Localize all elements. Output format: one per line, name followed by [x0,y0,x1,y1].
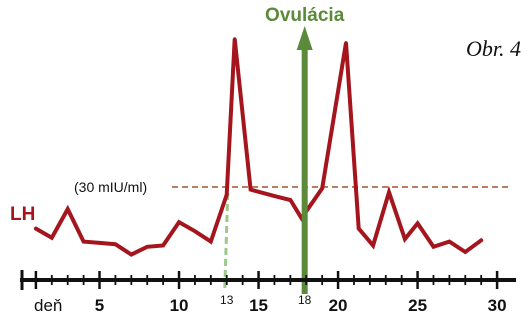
x-tick-label: 30 [488,296,507,315]
lh-point [145,245,149,249]
lh-point [193,229,197,233]
lh-point [82,240,86,244]
lh-series-line [33,38,484,257]
x-tick-label: 15 [249,296,268,315]
lh-point [288,198,292,202]
x-tick-label: 10 [170,296,189,315]
x-tick-label: 25 [408,296,427,315]
lh-point [177,220,181,224]
lh-point [97,241,102,245]
lh-point [344,41,348,45]
lh-point [233,37,237,41]
lh-point [431,245,436,249]
lh-point [320,186,324,190]
lh-point [34,227,38,231]
lh-point [129,253,133,257]
marker-day-label: 13 [220,293,234,307]
day-13-marker-line [223,192,230,291]
lh-point [387,190,391,194]
lh-point [161,243,165,248]
figure-label: Obr. 4 [466,36,521,61]
x-axis-label: deň [34,296,62,315]
lh-point [209,240,213,244]
x-tick-label: 20 [329,296,348,315]
marker-day-label: 18 [298,293,312,307]
lh-point [447,240,451,244]
lh-point [249,188,253,192]
threshold-label: (30 mIU/ml) [74,179,147,195]
lh-point [272,194,277,198]
lh-point [357,227,361,231]
lh-point [403,237,407,241]
ovulation-label: Ovulácia [265,5,345,26]
lh-point [225,193,229,197]
ovulation-arrow-head [296,26,313,50]
lh-point [113,242,117,246]
lh-point [463,250,467,254]
lh-point [371,243,375,248]
series-label-lh: LH [10,204,35,225]
x-tick-label: 5 [95,296,104,315]
lh-point [50,236,54,240]
lh-point [479,238,483,242]
lh-point [66,207,70,211]
lh-point [416,221,420,225]
